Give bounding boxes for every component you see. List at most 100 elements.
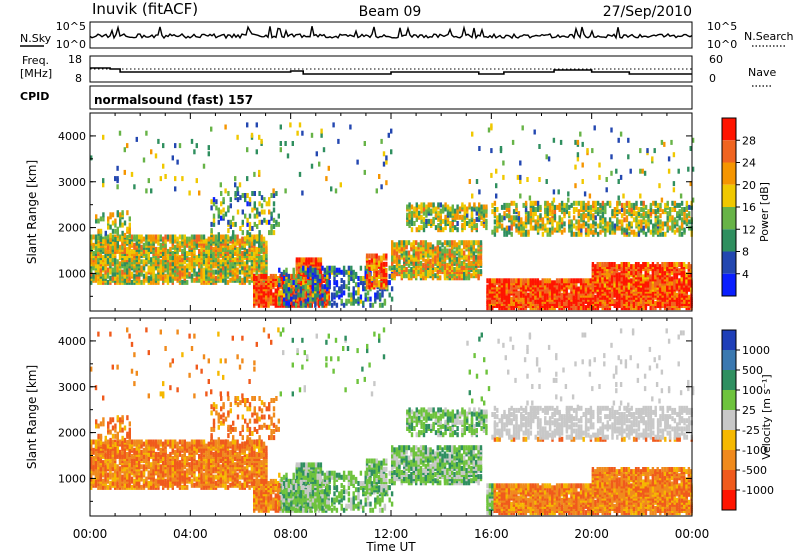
echo-cell [429,242,432,248]
echo-cell [323,296,327,302]
echo-cell [415,265,418,270]
echo-cell [456,214,459,220]
echo-cell [599,202,602,208]
echo-cell [215,199,218,205]
echo-cell [529,200,533,206]
echo-cell [229,197,232,203]
echo-cell [114,228,117,234]
echo-cell [482,204,486,210]
echo-cell [577,301,580,306]
echo-cell [280,290,283,296]
echo-cell [434,254,437,260]
echo-cell [90,267,93,273]
echo-cell [407,250,411,256]
echo-cell [500,223,504,229]
echo-cell [287,282,291,288]
echo-cell [238,275,242,281]
echo-cell [622,268,626,274]
echo-cell [234,221,237,227]
echo-cell [567,278,571,284]
echo-cell [258,259,261,265]
echo-cell [262,282,265,288]
echo-cell [119,218,122,224]
echo-cell [272,217,276,223]
echo-cell [584,221,588,227]
echo-cell [282,276,286,281]
echo-cell [419,252,423,258]
echo-cell [352,278,355,283]
echo-cell [282,284,286,290]
echo-cell [480,204,483,210]
echo-cell [548,202,552,208]
echo-cell [262,273,265,279]
echo-cell [393,242,396,248]
echo-cell [680,262,683,267]
echo-cell [92,242,95,248]
echo-cell [128,257,131,263]
echo-cell [248,232,252,238]
echo-cell [639,298,643,304]
echo-cell [596,200,600,206]
echo-cell [405,250,408,256]
echo-cell [458,206,462,212]
echo-cell [393,269,396,275]
echo-cell [311,280,315,286]
nave-label: Nave [748,66,776,79]
echo-cell [323,267,327,273]
echo-cell [486,284,489,290]
echo-cell [644,280,647,286]
echo-cell [505,278,508,284]
echo-cell [248,226,252,231]
echo-cell [374,296,377,302]
echo-cell [205,259,208,265]
echo-cell [234,234,237,240]
echo-cell [352,294,355,300]
echo-cell [234,240,237,246]
echo-cell [420,218,423,224]
echo-cell [558,202,561,208]
echo-cell [90,259,93,265]
echo-cell [381,292,384,298]
echo-cell [470,225,474,231]
echo-cell [121,234,124,240]
echo-cell [314,302,317,308]
echo-cell [543,284,547,290]
echo-cell [373,272,376,278]
echo-cell [200,271,203,277]
echo-cell [439,214,442,220]
echo-cell [378,302,382,308]
echo-cell [342,290,346,296]
echo-cell [417,250,420,256]
echo-cell [212,197,216,203]
echo-cell [495,278,499,284]
echo-cell [644,262,647,267]
echo-cell [234,191,237,196]
echo-cell [594,215,597,221]
echo-cell [451,204,454,210]
echo-cell [673,280,676,286]
echo-cell [220,191,223,196]
echo-cell [222,251,225,256]
echo-cell [527,278,530,284]
echo-cell [159,259,162,265]
echo-cell [654,274,657,280]
echo-cell [613,223,617,229]
echo-cell [335,267,339,273]
echo-cell [97,246,100,252]
echo-cell [517,290,520,296]
echo-cell [668,276,671,282]
echo-cell [282,296,286,302]
echo-cell [244,193,247,198]
echo-cell [147,265,150,271]
echo-cell [463,221,466,226]
echo-cell [572,215,576,221]
echo-cell [563,221,566,227]
echo-cell [541,278,544,284]
echo-cell [130,248,134,254]
echo-cell [515,284,518,290]
echo-cell [560,278,564,284]
echo-cell [262,236,266,242]
echo-cell [630,305,633,311]
echo-cell [250,275,254,281]
nsearch-tick-top: 10^5 [707,20,737,33]
